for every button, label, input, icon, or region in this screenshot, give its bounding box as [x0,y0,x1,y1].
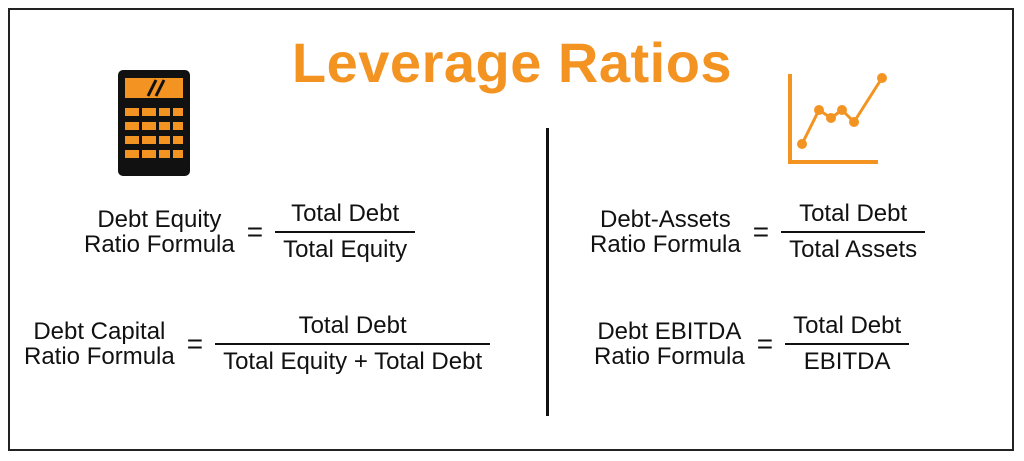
fraction: Total Debt Total Assets [781,200,926,264]
numerator: Total Debt [215,312,491,345]
equals-sign: = [246,216,264,247]
numerator: Total Debt [275,200,416,233]
equals-sign: = [752,216,770,247]
debt-assets-formula: Debt-Assets Ratio Formula = Total Debt T… [590,200,926,264]
equals-sign: = [756,328,774,359]
denominator: Total Assets [789,236,918,263]
formula-label-line2: Ratio Formula [590,231,741,258]
fraction: Total Debt Total Equity [275,200,416,264]
line-chart-icon [788,73,887,164]
formula-label-line2: Ratio Formula [594,343,745,370]
formula-label-line1: Debt Equity [97,206,222,233]
debt-equity-formula: Debt Equity Ratio Formula = Total Debt T… [84,200,416,264]
fraction: Total Debt Total Equity + Total Debt [215,312,491,376]
formula-label: Debt Equity Ratio Formula [84,207,235,257]
formula-label-line1: Debt-Assets [600,206,731,233]
numerator: Total Debt [785,312,910,345]
debt-capital-formula: Debt Capital Ratio Formula = Total Debt … [24,312,491,376]
formula-label-line1: Debt Capital [33,318,166,345]
formula-label-line2: Ratio Formula [84,231,235,258]
denominator: Total Equity [283,236,408,263]
denominator: EBITDA [803,348,891,375]
formula-label: Debt EBITDA Ratio Formula [594,319,745,369]
page-frame [8,8,1014,451]
denominator: Total Equity + Total Debt [223,348,483,375]
formula-label-line2: Ratio Formula [24,343,175,370]
fraction: Total Debt EBITDA [785,312,910,376]
center-divider [546,128,549,416]
page-title: Leverage Ratios [291,31,733,94]
formula-label: Debt Capital Ratio Formula [24,319,175,369]
numerator: Total Debt [781,200,926,233]
debt-ebitda-formula: Debt EBITDA Ratio Formula = Total Debt E… [594,312,910,376]
equals-sign: = [186,328,204,359]
formula-label: Debt-Assets Ratio Formula [590,207,741,257]
formula-label-line1: Debt EBITDA [597,318,742,345]
calculator-icon [118,70,190,176]
